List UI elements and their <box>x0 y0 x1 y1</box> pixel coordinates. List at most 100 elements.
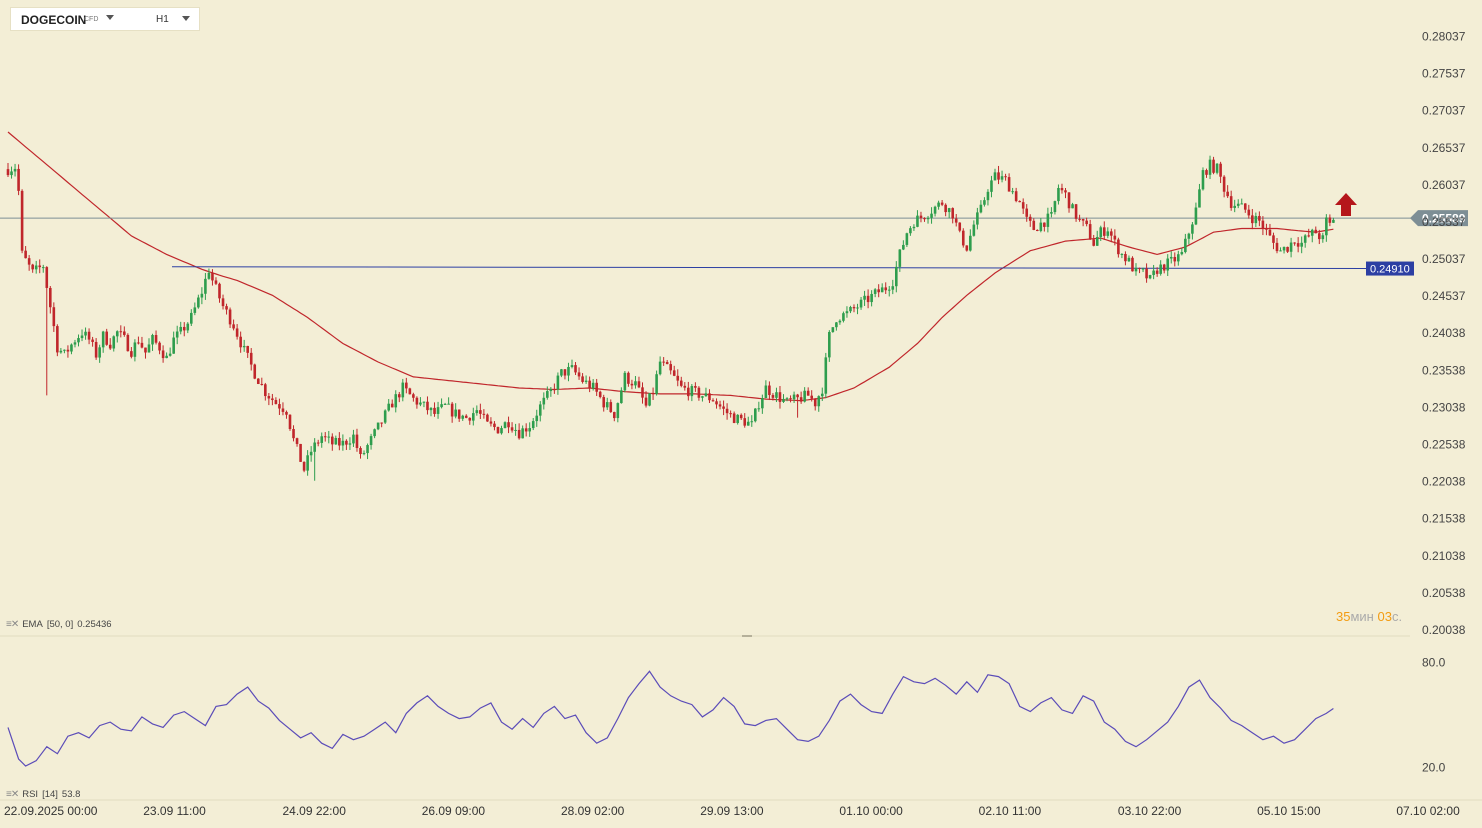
candle-body <box>415 397 419 405</box>
candle-body <box>870 293 873 303</box>
candle-body <box>877 289 880 293</box>
candle-body <box>1258 215 1261 221</box>
candle-body <box>450 403 454 417</box>
candle-body <box>718 404 722 407</box>
candle-body <box>1289 242 1293 252</box>
candle-body <box>976 212 979 225</box>
candle-body <box>912 226 916 229</box>
candle-body <box>429 407 433 411</box>
ema-indicator-label[interactable]: ≡✕ EMA [50, 0] 0.25436 <box>6 619 112 630</box>
candle-body <box>785 398 789 400</box>
candle-body <box>591 382 595 389</box>
candle-body <box>1212 159 1215 173</box>
candle-body <box>916 215 919 227</box>
candle-body <box>820 393 824 397</box>
symbol-selector[interactable]: DOGECOIN CFD H1 <box>10 7 200 31</box>
candle-body <box>778 392 782 402</box>
candle-body <box>567 366 570 376</box>
candle-body <box>1247 209 1251 216</box>
candle-body <box>1261 220 1265 229</box>
indicator-settings-icon[interactable]: ≡✕ <box>6 619 19 630</box>
candle-body <box>1300 242 1303 247</box>
candle-body <box>115 331 119 337</box>
candle-body <box>1268 229 1272 236</box>
candle-body <box>1282 246 1286 251</box>
candle-body <box>126 334 130 352</box>
candle-body <box>919 215 923 219</box>
candle-body <box>256 378 260 384</box>
candle-body <box>45 267 49 288</box>
candle-body <box>130 351 133 357</box>
candle-body <box>577 372 581 377</box>
candle-body <box>288 414 292 429</box>
candle-body <box>475 410 479 414</box>
candle-body <box>323 436 327 438</box>
candle-body <box>454 409 457 417</box>
candle-body <box>602 397 606 408</box>
candle-body <box>77 338 80 343</box>
candle-body <box>1321 235 1325 240</box>
candle-body <box>1332 219 1335 223</box>
candle-body <box>271 398 274 401</box>
candle-body <box>739 414 743 419</box>
candle-body <box>1328 217 1332 223</box>
indicator-settings-icon[interactable]: ≡✕ <box>6 789 19 800</box>
candle-body <box>1039 222 1043 231</box>
candle-body <box>87 331 91 340</box>
candle-body <box>560 369 563 376</box>
rsi-tick-label: 20.0 <box>1422 761 1446 775</box>
timeframe-dropdown-icon[interactable] <box>182 16 190 21</box>
candle-body <box>108 344 112 349</box>
candle-body <box>154 335 158 343</box>
candle-body <box>390 403 394 408</box>
candle-body <box>1226 191 1229 197</box>
candle-body <box>662 361 665 363</box>
candle-body <box>486 414 489 422</box>
candle-body <box>1064 190 1067 193</box>
candle-body <box>708 393 711 401</box>
candle-body <box>528 428 531 432</box>
candle-body <box>327 436 331 438</box>
candle-body <box>355 434 359 449</box>
candle-body <box>997 172 1000 180</box>
candle-body <box>426 401 429 411</box>
rsi-indicator-label[interactable]: ≡✕ RSI [14] 53.8 <box>6 789 80 800</box>
candle-body <box>292 428 295 439</box>
candle-body <box>983 200 986 205</box>
price-tick-label: 0.25037 <box>1422 252 1466 266</box>
candle-body <box>182 326 186 331</box>
rsi-line <box>7 670 1334 767</box>
candle-body <box>694 386 697 388</box>
candle-body <box>1222 176 1226 192</box>
candle-body <box>211 272 214 281</box>
candle-body <box>588 380 591 389</box>
candle-body <box>140 342 144 348</box>
candle-body <box>112 336 116 349</box>
candle-body <box>806 390 810 396</box>
candle-body <box>331 436 334 445</box>
symbol-dropdown-icon[interactable] <box>106 15 114 20</box>
candle-body <box>408 388 412 395</box>
candle-body <box>993 172 997 181</box>
candle-body <box>94 341 98 358</box>
candle-body <box>433 407 436 414</box>
candle-body <box>930 213 933 218</box>
candle-body <box>1162 264 1166 271</box>
candle-body <box>725 408 729 414</box>
candle-body <box>598 391 602 398</box>
candle-body <box>1085 220 1088 225</box>
candle-body <box>687 387 690 397</box>
price-tick-label: 0.21038 <box>1422 549 1466 563</box>
candle-body <box>373 429 376 437</box>
candle-body <box>214 280 218 284</box>
candle-body <box>549 389 553 392</box>
candle-body <box>510 427 514 431</box>
timeframe-label[interactable]: H1 <box>156 14 169 25</box>
candle-body <box>200 293 204 298</box>
candle-body <box>1187 233 1191 239</box>
candle-body <box>405 382 408 389</box>
candle-body <box>1043 222 1046 227</box>
candle-body <box>570 365 574 367</box>
candle-body <box>1007 177 1011 192</box>
